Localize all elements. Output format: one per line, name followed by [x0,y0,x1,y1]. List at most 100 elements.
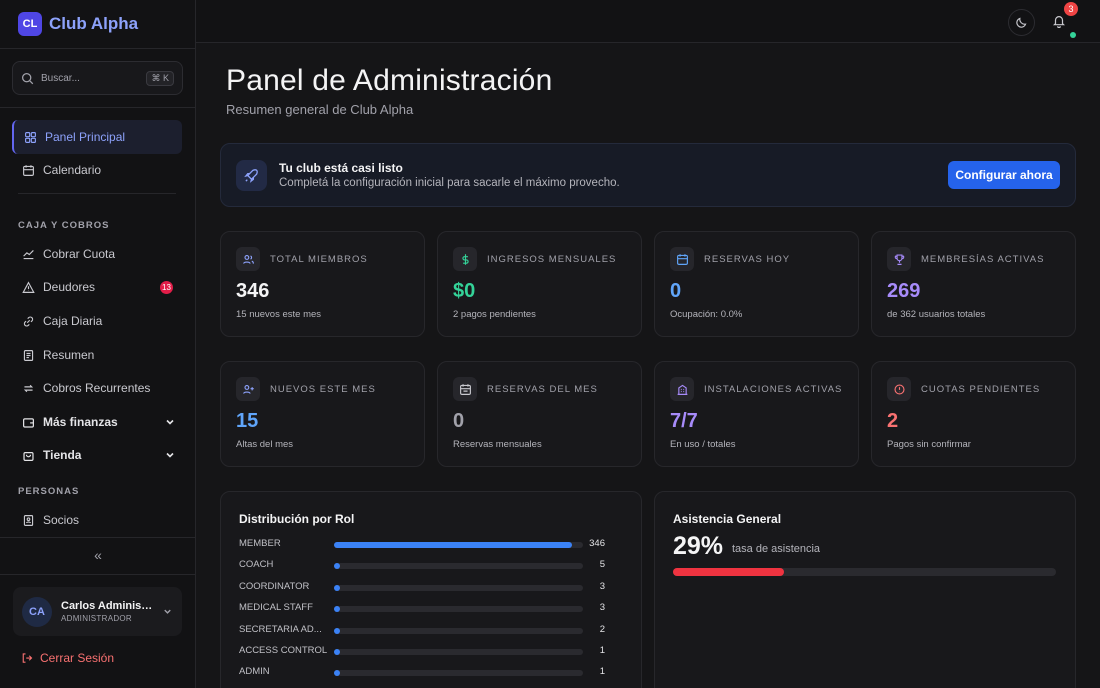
stat-subtext: Reservas mensuales [453,439,542,450]
stat-card-total-miembros[interactable]: TOTAL MIEMBROS 346 15 nuevos este mes [220,231,425,337]
role-row: MEMBER 346 [239,538,623,552]
stat-card-reservas-hoy[interactable]: RESERVAS HOY 0 Ocupación: 0.0% [654,231,859,337]
sidebar-item-cobrar-cuota[interactable]: Cobrar Cuota [12,237,182,271]
stat-label: RESERVAS HOY [704,254,791,265]
role-name: COORDINATOR [239,580,310,592]
avatar: CA [22,596,52,627]
stat-subtext: de 362 usuarios totales [887,309,986,320]
theme-toggle-button[interactable] [1008,9,1035,36]
stat-card-nuevos-este-mes[interactable]: NUEVOS ESTE MES 15 Altas del mes [220,361,425,467]
attendance-value: 29% [673,532,724,560]
sidebar-group-mas-finanzas[interactable]: Más finanzas [12,405,182,439]
stat-subtext: Pagos sin confirmar [887,439,971,450]
divider [0,574,195,575]
stat-icon [236,247,260,271]
sidebar-item-socios[interactable]: Socios [12,503,182,537]
role-bar-fill [334,627,340,634]
role-distribution-panel: Distribución por Rol MEMBER 346 COACH 5 COOR… [220,491,642,688]
sidebar-item-label: Cobrar Cuota [43,247,116,261]
divider [0,537,195,538]
stat-label: NUEVOS ESTE MES [270,384,376,395]
role-bar-track [334,542,583,548]
sidebar-item-panel-principal[interactable]: Panel Principal [12,120,182,154]
sidebar-item-label: Más finanzas [43,415,118,429]
section-label-personas: PERSONAS [18,486,80,497]
sidebar-item-label: Socios [43,513,80,527]
role-count: 1 [599,645,605,656]
sidebar-item-label: Panel Principal [45,130,126,144]
coins-icon [23,249,34,259]
stat-card-reservas-del-mes[interactable]: RESERVAS DEL MES 0 Reservas mensuales [437,361,642,467]
sidebar-item-caja-diaria[interactable]: Caja Diaria [12,304,182,338]
role-bar-fill [334,584,340,591]
stat-subtext: Altas del mes [236,439,294,450]
configure-now-button[interactable]: Configurar ahora [948,161,1060,189]
warning-icon [22,280,35,293]
sidebar-group-tienda[interactable]: Tienda [12,438,182,472]
sidebar-item-label: Deudores [43,280,96,294]
user-menu[interactable]: CA Carlos Administrador ADMINISTRADOR [13,587,182,636]
brand-name: Club Alpha [49,14,139,33]
page-subtitle: Resumen general de Club Alpha [226,102,414,117]
user-plus-icon [242,384,254,394]
sidebar-item-deudores[interactable]: Deudores 13 [12,270,182,304]
stat-subtext: En uso / totales [670,439,736,450]
role-bar-track [334,670,583,677]
role-count: 1 [599,666,605,678]
role-name: SECRETARIA AD... [239,623,322,635]
bell-icon [1052,16,1066,28]
calendar-days-icon [459,383,471,395]
role-row: MEDICAL STAFF 3 [239,602,623,616]
stat-subtext: 15 nuevos este mes [236,309,322,320]
search-placeholder: Buscar... [41,72,80,84]
chevron-down-icon [164,609,171,614]
notifications-badge: 3 [1064,2,1078,16]
banner-icon-wrap [236,160,267,191]
role-row: ACCESS CONTROL 1 [239,645,623,659]
role-bar-track [334,627,583,634]
role-name: ADMIN [239,666,270,678]
role-bar-fill [334,649,340,655]
page-title: Panel de Administración [226,64,553,97]
banner-text: Completá la configuración inicial para s… [279,177,620,189]
logout-button[interactable]: Cerrar Sesión [21,651,114,665]
role-name: MEMBER [239,538,281,549]
role-bar-fill [334,606,340,613]
alert-circle-icon [893,383,905,395]
role-bar-fill [334,670,340,677]
logout-label: Cerrar Sesión [40,651,115,665]
calendar-icon [23,164,34,176]
role-count: 3 [599,602,605,614]
stat-label: INSTALACIONES ACTIVAS [704,384,843,395]
stat-value: 0 [453,410,465,432]
divider [18,193,176,194]
link-icon [23,316,34,326]
stat-card-ingresos-mensuales[interactable]: INGRESOS MENSUALES $0 2 pagos pendientes [437,231,642,337]
stat-icon [670,247,694,271]
trophy-icon [894,253,904,265]
stat-card-membresias-activas[interactable]: MEMBRESÍAS ACTIVAS 269 de 362 usuarios t… [871,231,1076,337]
wallet-icon [23,417,34,428]
sidebar-item-label: Calendario [43,163,102,177]
stat-card-instalaciones-activas[interactable]: INSTALACIONES ACTIVAS 7/7 En uso / total… [654,361,859,467]
stat-card-cuotas-pendientes[interactable]: CUOTAS PENDIENTES 2 Pagos sin confirmar [871,361,1076,467]
setup-banner: Tu club está casi listo Completá la conf… [220,143,1076,207]
stat-label: TOTAL MIEMBROS [270,254,368,265]
user-role: ADMINISTRADOR [61,614,133,623]
sidebar-item-resumen[interactable]: Resumen [12,338,182,372]
sidebar-item-cobros-recurrentes[interactable]: Cobros Recurrentes [12,371,182,405]
receipt-icon [23,349,34,361]
role-bar-track [334,649,583,655]
role-name: COACH [239,559,274,571]
sidebar: CL Club Alpha Buscar... ⌘ K Panel Princi… [0,0,196,688]
brand[interactable]: CL Club Alpha [18,12,138,36]
sidebar-item-calendario[interactable]: Calendario [12,153,182,187]
search-input[interactable]: Buscar... ⌘ K [12,61,183,95]
role-name: MEDICAL STAFF [239,602,313,614]
notifications-button[interactable] [1048,9,1070,33]
stat-subtext: 2 pagos pendientes [453,309,536,320]
collapse-sidebar-button[interactable]: « [94,547,102,563]
topbar: 3 [196,0,1100,43]
contact-icon [23,514,34,526]
stat-value: 7/7 [670,410,698,432]
